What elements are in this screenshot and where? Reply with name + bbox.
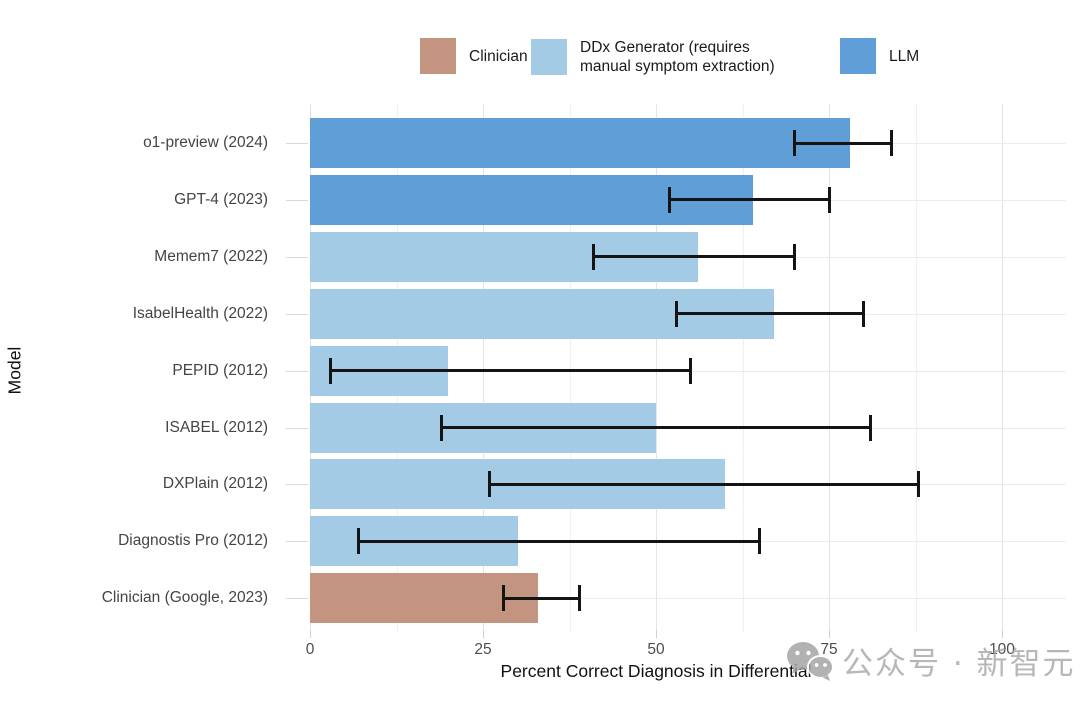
- y-axis-tick: [286, 143, 308, 144]
- y-axis-tick: [286, 371, 308, 372]
- minor-gridline: [915, 104, 917, 632]
- y-axis-tick: [286, 428, 308, 429]
- error-bar-cap-high: [862, 300, 866, 327]
- major-gridline: [483, 104, 484, 632]
- category-label: Clinician (Google, 2023): [101, 589, 268, 606]
- x-axis-tick: [656, 630, 657, 638]
- legend-label-ddx-generator: DDx Generator (requires manual symptom e…: [580, 39, 775, 75]
- x-tick-label: 100: [989, 641, 1015, 658]
- y-axis-tick: [286, 541, 308, 542]
- error-bar: [593, 255, 795, 259]
- error-bar: [358, 539, 760, 543]
- error-bar-cap-low: [329, 357, 333, 384]
- error-bar: [503, 596, 580, 600]
- error-bar-cap-high: [889, 130, 893, 156]
- category-label: ISABEL (2012): [165, 419, 268, 436]
- error-bar-cap-low: [592, 243, 596, 270]
- plot-panel: [310, 104, 1066, 632]
- minor-gridline: [569, 104, 571, 632]
- category-label: o1-preview (2024): [143, 134, 268, 151]
- error-bar: [676, 312, 864, 316]
- error-bar-cap-high: [869, 414, 873, 441]
- major-gridline: [1002, 104, 1003, 632]
- x-axis-tick: [1002, 630, 1003, 638]
- ddx-generator-swatch: [531, 39, 567, 75]
- major-gridline: [656, 104, 657, 632]
- category-label: PEPID (2012): [172, 362, 268, 379]
- legend-label-clinician: Clinician: [469, 47, 528, 65]
- error-bar-cap-high: [792, 243, 796, 270]
- error-bar-cap-high: [827, 186, 831, 213]
- legend-item-llm: LLM: [840, 38, 919, 74]
- error-bar: [489, 482, 919, 486]
- x-axis-tick: [483, 630, 484, 638]
- legend-item-clinician: Clinician: [420, 38, 528, 74]
- y-axis-tick: [286, 314, 308, 315]
- category-label: DXPlain (2012): [162, 475, 268, 492]
- llm-swatch: [840, 38, 876, 74]
- error-bar-cap-high: [578, 585, 582, 612]
- bar: [310, 573, 539, 624]
- category-label: GPT-4 (2023): [174, 191, 268, 208]
- x-axis-title: Percent Correct Diagnosis in Differentia…: [500, 661, 812, 681]
- category-label: IsabelHealth (2022): [132, 305, 268, 322]
- x-axis-tick: [829, 630, 830, 638]
- error-bar-cap-low: [502, 585, 506, 612]
- error-bar-cap-low: [488, 471, 492, 498]
- error-bar: [330, 369, 691, 373]
- y-axis-tick: [286, 200, 308, 201]
- y-axis-tick: [286, 484, 308, 485]
- bar: [310, 118, 850, 168]
- error-bar: [441, 426, 871, 429]
- x-tick-label: 75: [820, 641, 838, 658]
- error-bar-cap-low: [356, 528, 360, 555]
- y-axis-tick: [286, 257, 308, 258]
- x-tick-label: 50: [647, 641, 665, 658]
- error-bar-cap-low: [439, 414, 443, 441]
- error-bar-cap-low: [668, 186, 672, 213]
- error-bar: [669, 198, 829, 202]
- error-bar-cap-high: [689, 357, 693, 384]
- x-tick-label: 0: [305, 641, 315, 658]
- error-bar-cap-high: [758, 528, 762, 555]
- minor-gridline: [742, 104, 744, 632]
- clinician-swatch: [420, 38, 456, 74]
- y-axis-tick: [286, 598, 308, 599]
- category-gridline: [310, 598, 1066, 600]
- major-gridline: [829, 104, 830, 632]
- legend-label-llm: LLM: [889, 47, 920, 65]
- category-label: Memem7 (2022): [154, 248, 268, 265]
- category-label: Diagnostis Pro (2012): [118, 532, 268, 549]
- x-axis-tick: [310, 630, 311, 638]
- error-bar-cap-low: [792, 130, 796, 156]
- x-tick-label: 25: [474, 641, 492, 658]
- error-bar-cap-high: [917, 471, 921, 498]
- error-bar-cap-low: [675, 300, 679, 327]
- error-bar: [794, 141, 892, 145]
- y-axis-title: Model: [4, 346, 25, 395]
- legend-item-ddx-generator: DDx Generator (requires manual symptom e…: [531, 38, 775, 76]
